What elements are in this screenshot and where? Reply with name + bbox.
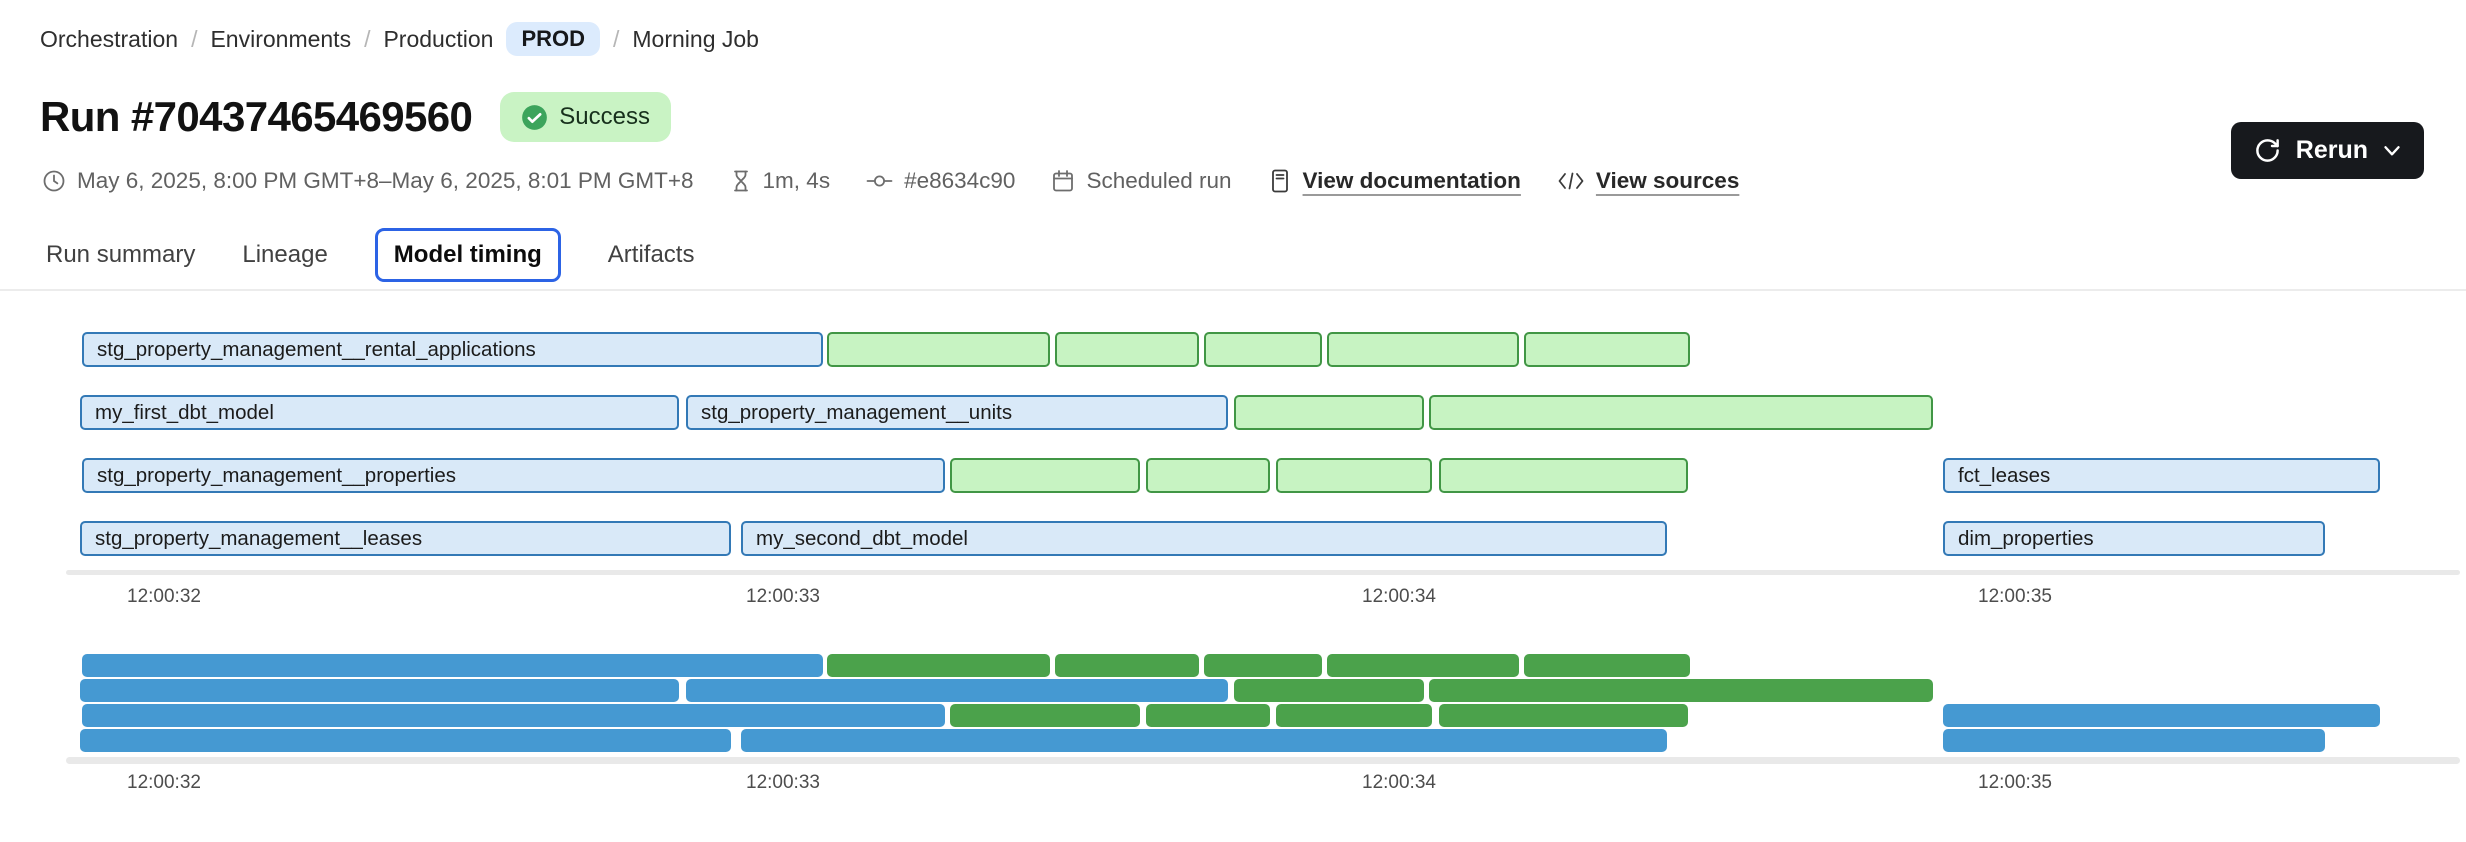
meta-time-range: May 6, 2025, 8:00 PM GMT+8–May 6, 2025, … (42, 168, 694, 194)
chevron-down-icon (2384, 146, 2400, 156)
minimap-bar[interactable] (741, 729, 1667, 752)
minimap-bar[interactable] (1234, 679, 1424, 702)
gantt-bar[interactable]: fct_leases (1943, 458, 2380, 493)
meta-duration: 1m, 4s (730, 168, 831, 194)
hourglass-icon (733, 170, 748, 192)
minimap-bar[interactable] (1204, 654, 1322, 677)
minimap-bar[interactable] (1943, 729, 2325, 752)
tabs-divider (0, 289, 2466, 291)
breadcrumb: Orchestration / Environments / Productio… (40, 22, 759, 56)
gantt-bar-label: my_first_dbt_model (95, 400, 274, 424)
gantt-bar[interactable] (1146, 458, 1270, 493)
gantt-bar[interactable] (1234, 395, 1424, 430)
minimap-bar[interactable] (1524, 654, 1690, 677)
axis-tick-label: 12:00:33 (746, 586, 820, 607)
gantt-bar-label: dim_properties (1958, 526, 2094, 550)
meta-commit: #e8634c90 (866, 168, 1015, 194)
breadcrumb-environments[interactable]: Environments (210, 25, 352, 52)
view-documentation-link[interactable]: View documentation (1302, 168, 1521, 193)
axis-tick-label: 12:00:32 (127, 772, 201, 793)
axis-tick-label: 12:00:33 (746, 772, 820, 793)
meta-trigger-text: Scheduled run (1086, 168, 1232, 193)
breadcrumb-orchestration[interactable]: Orchestration (40, 25, 179, 52)
minimap-bar[interactable] (1276, 704, 1432, 727)
minimap-scrollbar[interactable] (66, 757, 2460, 764)
tab-bar: Run summary Lineage Model timing Artifac… (46, 224, 694, 286)
environment-badge: PROD (506, 22, 600, 56)
minimap-bar[interactable] (1429, 679, 1933, 702)
status-label: Success (559, 103, 650, 130)
minimap-bar[interactable] (1146, 704, 1270, 727)
tab-lineage[interactable]: Lineage (242, 241, 328, 268)
minimap-bar[interactable] (1055, 654, 1199, 677)
minimap-bar[interactable] (950, 704, 1140, 727)
timeline-scrollbar[interactable] (66, 570, 2460, 575)
gantt-bar[interactable]: my_second_dbt_model (741, 521, 1667, 556)
axis-tick-label: 12:00:35 (1978, 586, 2052, 607)
code-icon (1558, 172, 1584, 190)
run-meta-row: May 6, 2025, 8:00 PM GMT+8–May 6, 2025, … (42, 168, 1739, 194)
check-circle-icon (522, 104, 548, 130)
tab-model-timing[interactable]: Model timing (374, 228, 561, 282)
meta-trigger: Scheduled run (1051, 168, 1232, 194)
gantt-bar[interactable]: stg_property_management__properties (82, 458, 945, 493)
breadcrumb-morning-job[interactable]: Morning Job (632, 25, 759, 52)
tab-run-summary[interactable]: Run summary (46, 241, 196, 268)
breadcrumb-separator: / (191, 25, 198, 52)
minimap-bar[interactable] (827, 654, 1050, 677)
breadcrumb-production[interactable]: Production (383, 25, 494, 52)
clock-icon (43, 170, 65, 192)
calendar-icon (1053, 170, 1074, 192)
meta-duration-text: 1m, 4s (762, 168, 831, 193)
refresh-icon (2255, 139, 2279, 162)
minimap-bar[interactable] (1439, 704, 1688, 727)
breadcrumb-separator: / (364, 25, 371, 52)
gantt-bar-label: stg_property_management__units (701, 400, 1013, 424)
gantt-bar[interactable] (1429, 395, 1933, 430)
minimap-bar[interactable] (1327, 654, 1519, 677)
gantt-bar-label: fct_leases (1958, 463, 2051, 487)
minimap-bar[interactable] (80, 729, 731, 752)
status-badge: Success (500, 92, 671, 142)
gantt-bar-label: stg_property_management__leases (95, 526, 423, 550)
axis-tick-label: 12:00:34 (1362, 586, 1436, 607)
minimap-bar[interactable] (686, 679, 1228, 702)
meta-time-range-text: May 6, 2025, 8:00 PM GMT+8–May 6, 2025, … (77, 168, 694, 193)
gantt-bar[interactable]: my_first_dbt_model (80, 395, 679, 430)
gantt-bar[interactable] (1327, 332, 1519, 367)
minimap-bar[interactable] (82, 654, 823, 677)
gantt-bar[interactable]: stg_property_management__leases (80, 521, 731, 556)
meta-sources[interactable]: View sources (1557, 168, 1739, 194)
rerun-label: Rerun (2295, 136, 2368, 164)
title-row: Run #70437465469560 Success (40, 92, 671, 142)
gantt-bar-label: stg_property_management__rental_applicat… (97, 337, 536, 361)
minimap-bar[interactable] (82, 704, 945, 727)
document-icon (1271, 169, 1288, 193)
gantt-bar[interactable] (950, 458, 1140, 493)
gantt-bar[interactable] (1055, 332, 1199, 367)
axis-tick-label: 12:00:32 (127, 586, 201, 607)
tab-artifacts[interactable]: Artifacts (607, 241, 695, 268)
breadcrumb-separator: / (613, 25, 620, 52)
gantt-bar[interactable] (1204, 332, 1322, 367)
minimap-bar[interactable] (1943, 704, 2380, 727)
gantt-bar-label: my_second_dbt_model (756, 526, 968, 550)
gantt-bar[interactable]: dim_properties (1943, 521, 2325, 556)
gantt-bar[interactable] (1439, 458, 1688, 493)
axis-tick-label: 12:00:34 (1362, 772, 1436, 793)
rerun-button[interactable]: Rerun (2230, 122, 2424, 179)
commit-icon (866, 175, 893, 187)
gantt-bar[interactable]: stg_property_management__units (686, 395, 1228, 430)
meta-documentation[interactable]: View documentation (1268, 168, 1521, 194)
meta-commit-text: #e8634c90 (904, 168, 1016, 193)
page-title: Run #70437465469560 (40, 93, 473, 140)
view-sources-link[interactable]: View sources (1595, 168, 1740, 193)
gantt-bar[interactable] (827, 332, 1050, 367)
gantt-bar[interactable] (1524, 332, 1690, 367)
gantt-bar[interactable] (1276, 458, 1432, 493)
gantt-bar[interactable]: stg_property_management__rental_applicat… (82, 332, 823, 367)
gantt-bar-label: stg_property_management__properties (97, 463, 456, 487)
axis-tick-label: 12:00:35 (1978, 772, 2052, 793)
minimap-bar[interactable] (80, 679, 679, 702)
